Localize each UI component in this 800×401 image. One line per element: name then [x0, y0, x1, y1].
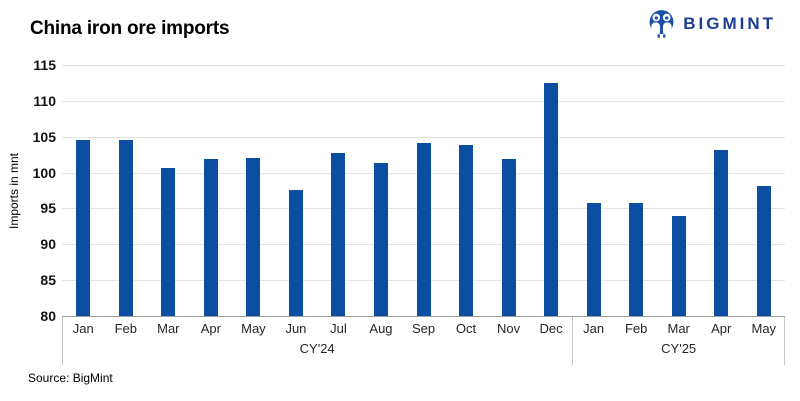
- bar: [246, 158, 261, 316]
- y-tick-label: 95: [40, 200, 56, 217]
- bar-slot-nov-cy24: [487, 65, 530, 316]
- x-tick-label: Apr: [200, 321, 221, 336]
- y-tick-label: 80: [40, 308, 56, 324]
- bar-slot-oct-cy24: [445, 65, 488, 316]
- x-tick-label: Sep: [411, 321, 436, 336]
- bar-slot-apr-cy24: [190, 65, 233, 316]
- gridline: [62, 65, 785, 66]
- plot-area: [62, 65, 785, 317]
- y-tick-label: 100: [32, 164, 56, 181]
- bar-slot-feb-cy24: [105, 65, 148, 316]
- bar: [288, 189, 303, 316]
- bar-slot-aug-cy24: [360, 65, 403, 316]
- y-tick-label: 110: [33, 92, 56, 109]
- year-group-row: CY'24 CY'25: [62, 338, 785, 365]
- bar-slot-sep-cy24: [402, 65, 445, 316]
- bar: [714, 150, 729, 316]
- x-tick-label: Apr: [711, 321, 732, 336]
- bar: [544, 82, 559, 316]
- x-tick-label: Jun: [285, 321, 307, 336]
- x-tick-label: Aug: [369, 321, 393, 336]
- bar-slot-mar-cy24: [147, 65, 190, 316]
- y-tick-label: 115: [33, 57, 56, 73]
- month-label-row: Jan Feb Mar Apr May Jun Jul Aug Sep Oct Nov Dec Jan F…: [62, 317, 785, 338]
- x-tick-label: Jan: [583, 321, 605, 336]
- bar-slot-feb-cy25: [615, 65, 658, 316]
- bigmint-logo: BIGMINT: [647, 8, 776, 39]
- source-note: Source: BigMint: [28, 371, 113, 385]
- bar: [118, 139, 133, 316]
- bar-slot-dec-cy24: [530, 65, 573, 316]
- x-tick-label: May: [241, 321, 266, 336]
- x-tick-label: Jan: [72, 321, 94, 336]
- bar-slot-apr-cy25: [700, 65, 743, 316]
- x-tick-label: Oct: [455, 321, 477, 336]
- x-tick-label: Feb: [624, 321, 648, 336]
- bar: [203, 158, 218, 316]
- bigmint-logo-icon: [649, 10, 674, 38]
- bar: [161, 167, 176, 316]
- bar-slot-mar-cy25: [657, 65, 700, 316]
- bar: [756, 186, 771, 316]
- x-tick-label: Mar: [157, 321, 180, 336]
- x-tick-label: May: [751, 321, 777, 336]
- x-tick-label: Nov: [497, 321, 521, 336]
- y-tick-label: 85: [40, 272, 56, 289]
- bar-slot-jan-cy24: [62, 65, 105, 316]
- year-group-label: CY'25: [661, 341, 697, 356]
- x-axis: Jan Feb Mar Apr May Jun Jul Aug Sep Oct Nov Dec Jan F…: [62, 317, 785, 365]
- category-separator: [62, 317, 63, 365]
- category-separator: [572, 317, 574, 365]
- bar: [373, 162, 388, 316]
- bar-slot-jan-cy25: [572, 65, 615, 316]
- bar: [459, 145, 474, 316]
- bar-slot-may-cy25: [743, 65, 786, 316]
- bar: [586, 203, 601, 316]
- x-tick-label: Jul: [330, 321, 347, 336]
- bigmint-logo-text: BIGMINT: [683, 13, 776, 33]
- bar-slot-jun-cy24: [275, 65, 318, 316]
- bar: [416, 143, 431, 316]
- bar-series: [62, 65, 785, 316]
- x-tick-label: Feb: [114, 321, 137, 336]
- bar: [76, 139, 91, 316]
- x-tick-label: Mar: [667, 321, 690, 336]
- chart-title: China iron ore imports: [30, 17, 230, 39]
- gridline: [62, 100, 785, 102]
- y-axis-ticks: 115 110 105 100 95 90 85 80: [0, 57, 56, 324]
- gridline: [62, 136, 785, 138]
- y-tick-label: 90: [40, 236, 56, 253]
- bar: [331, 152, 346, 316]
- bar: [671, 215, 686, 316]
- x-tick-label: Dec: [539, 321, 563, 336]
- bar: [501, 158, 516, 316]
- bar-slot-may-cy24: [232, 65, 275, 316]
- bar: [629, 203, 644, 316]
- year-group-label: CY'24: [299, 341, 335, 356]
- category-separator: [784, 317, 785, 365]
- bar-slot-jul-cy24: [317, 65, 360, 316]
- y-tick-label: 105: [32, 128, 56, 145]
